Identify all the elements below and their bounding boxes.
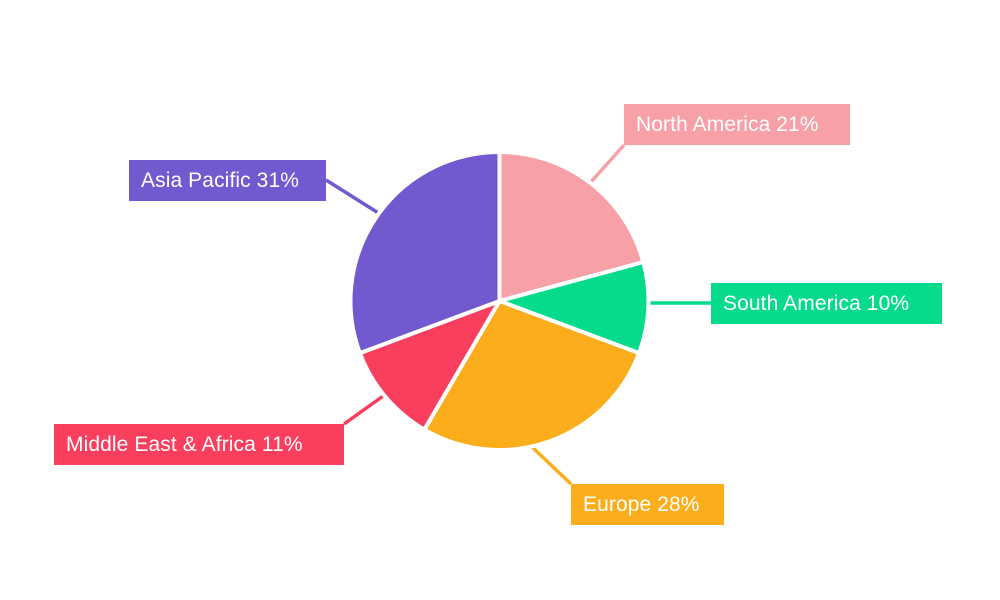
pie-label-north-america[interactable]: North America 21% (624, 104, 850, 145)
pie-label-europe[interactable]: Europe 28% (571, 484, 724, 525)
pie-slice-asia-pacific[interactable] (348, 150, 502, 356)
leader-line-europe (529, 444, 573, 486)
pie-label-middle-east-africa[interactable]: Middle East & Africa 11% (54, 424, 344, 465)
pie-slice-middle-east-africa[interactable] (357, 299, 502, 432)
leader-line-asia-pacific (325, 178, 381, 216)
pie-label-south-america[interactable]: South America 10% (711, 283, 942, 324)
pie-label-asia-pacific[interactable]: Asia Pacific 31% (129, 160, 326, 201)
pie-slice-south-america[interactable] (497, 260, 651, 356)
pie-slices (348, 150, 651, 452)
pie-slice-north-america[interactable] (497, 150, 646, 303)
